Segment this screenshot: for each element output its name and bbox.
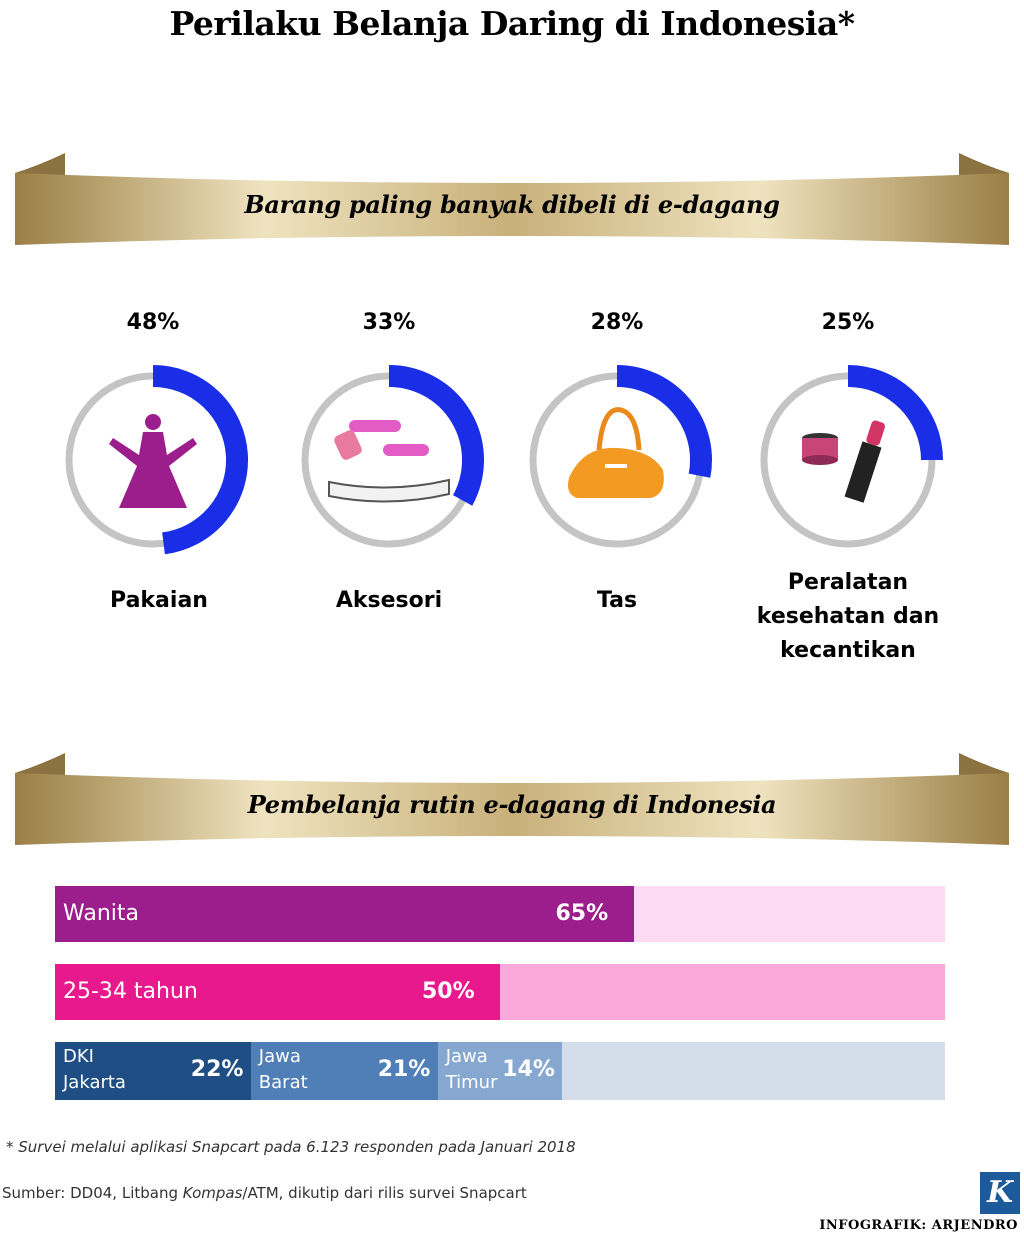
donut-category-label-line: kesehatan dan bbox=[756, 604, 940, 629]
donut-category-label-line: Tas bbox=[596, 588, 638, 613]
stacked-segment-label-line: Barat bbox=[258, 1072, 308, 1093]
donut-category-label: Peralatan kesehatan dan kecantikan bbox=[728, 566, 968, 668]
stacked-bar-segment: Jawa Barat 21% bbox=[250, 1042, 438, 1100]
stacked-bar-segment: Jawa Timur 14% bbox=[437, 1042, 563, 1100]
stacked-segment-label: Jawa Timur bbox=[446, 1044, 498, 1096]
donut-value-label: 33% bbox=[362, 310, 416, 335]
bar-track: 25-34 tahun 50% bbox=[55, 964, 945, 1020]
stacked-segment-value: 14% bbox=[502, 1057, 555, 1082]
stacked-segment-label-line: Jakarta bbox=[63, 1072, 126, 1093]
bar-value-label: 65% bbox=[555, 901, 609, 926]
stacked-segment-label-line: Jawa bbox=[258, 1046, 301, 1067]
stacked-segment-label-line: Jawa bbox=[445, 1046, 488, 1067]
source-suffix: /ATM, dikutip dari rilis survei Snapcart bbox=[242, 1184, 527, 1202]
donut-value-arc bbox=[388, 365, 484, 506]
accessories-icon bbox=[328, 420, 450, 503]
infographic-credit: INFOGRAFIK: ARJENDRO bbox=[819, 1218, 1018, 1233]
stacked-segment-value: 22% bbox=[190, 1057, 244, 1082]
donut-value-label: 48% bbox=[126, 310, 180, 335]
stacked-segment-label-line: Timur bbox=[445, 1072, 498, 1093]
page-title: Perilaku Belanja Daring di Indonesia* bbox=[169, 4, 855, 43]
donut-category-label-line: Aksesori bbox=[335, 588, 443, 613]
donut-category-label-line: Peralatan bbox=[787, 570, 909, 595]
stacked-bar-track: DKI Jakarta 22% Jawa Barat 21% Jawa Timur 14% bbox=[55, 1042, 945, 1100]
donut-value-arc bbox=[847, 365, 943, 461]
section-heading-2: Pembelanja rutin e-dagang di Indonesia bbox=[247, 790, 777, 819]
bar-category-label: Wanita bbox=[63, 901, 139, 926]
donut-value-arc bbox=[616, 365, 712, 478]
kompas-logo: K bbox=[980, 1172, 1020, 1214]
stacked-segment-label: DKI Jakarta bbox=[63, 1044, 126, 1096]
handbag-icon bbox=[568, 407, 664, 498]
donut-category-label: Tas bbox=[497, 584, 737, 618]
donut-value-label: 28% bbox=[590, 310, 644, 335]
cosmetics-icon bbox=[802, 420, 886, 503]
survey-note: * Survei melalui aplikasi Snapcart pada … bbox=[6, 1138, 576, 1156]
stacked-segment-label-line: DKI bbox=[63, 1046, 94, 1067]
stacked-bar-segment: DKI Jakarta 22% bbox=[55, 1042, 251, 1100]
dress-icon bbox=[109, 414, 197, 508]
source-text: Sumber: DD04, Litbang Kompas/ATM, dikuti… bbox=[2, 1184, 527, 1202]
donut-category-label: Pakaian bbox=[39, 584, 279, 618]
source-prefix: Sumber: DD04, Litbang bbox=[2, 1184, 183, 1202]
donut-category-label: Aksesori bbox=[269, 584, 509, 618]
donut-chart bbox=[301, 365, 484, 548]
bar-category-label: 25-34 tahun bbox=[63, 979, 198, 1004]
donut-category-label-line: kecantikan bbox=[780, 638, 916, 663]
source-italic: Kompas bbox=[182, 1184, 243, 1202]
donut-chart bbox=[760, 365, 943, 548]
section-ribbon-2 bbox=[15, 753, 1009, 845]
bar-track: Wanita 65% bbox=[55, 886, 945, 942]
donut-value-label: 25% bbox=[821, 310, 875, 335]
donut-category-label-line: Pakaian bbox=[110, 588, 208, 613]
stacked-segment-label: Jawa Barat bbox=[259, 1044, 308, 1096]
stacked-segment-value: 21% bbox=[377, 1057, 431, 1082]
donut-chart bbox=[529, 365, 712, 548]
donut-chart bbox=[65, 365, 248, 555]
bar-value-label: 50% bbox=[422, 979, 475, 1004]
section-ribbon-1 bbox=[15, 153, 1009, 245]
donut-value-arc bbox=[152, 365, 248, 555]
section-heading-1: Barang paling banyak dibeli di e-dagang bbox=[244, 190, 780, 219]
bar-fill bbox=[55, 886, 634, 942]
bar-fill bbox=[55, 964, 500, 1020]
